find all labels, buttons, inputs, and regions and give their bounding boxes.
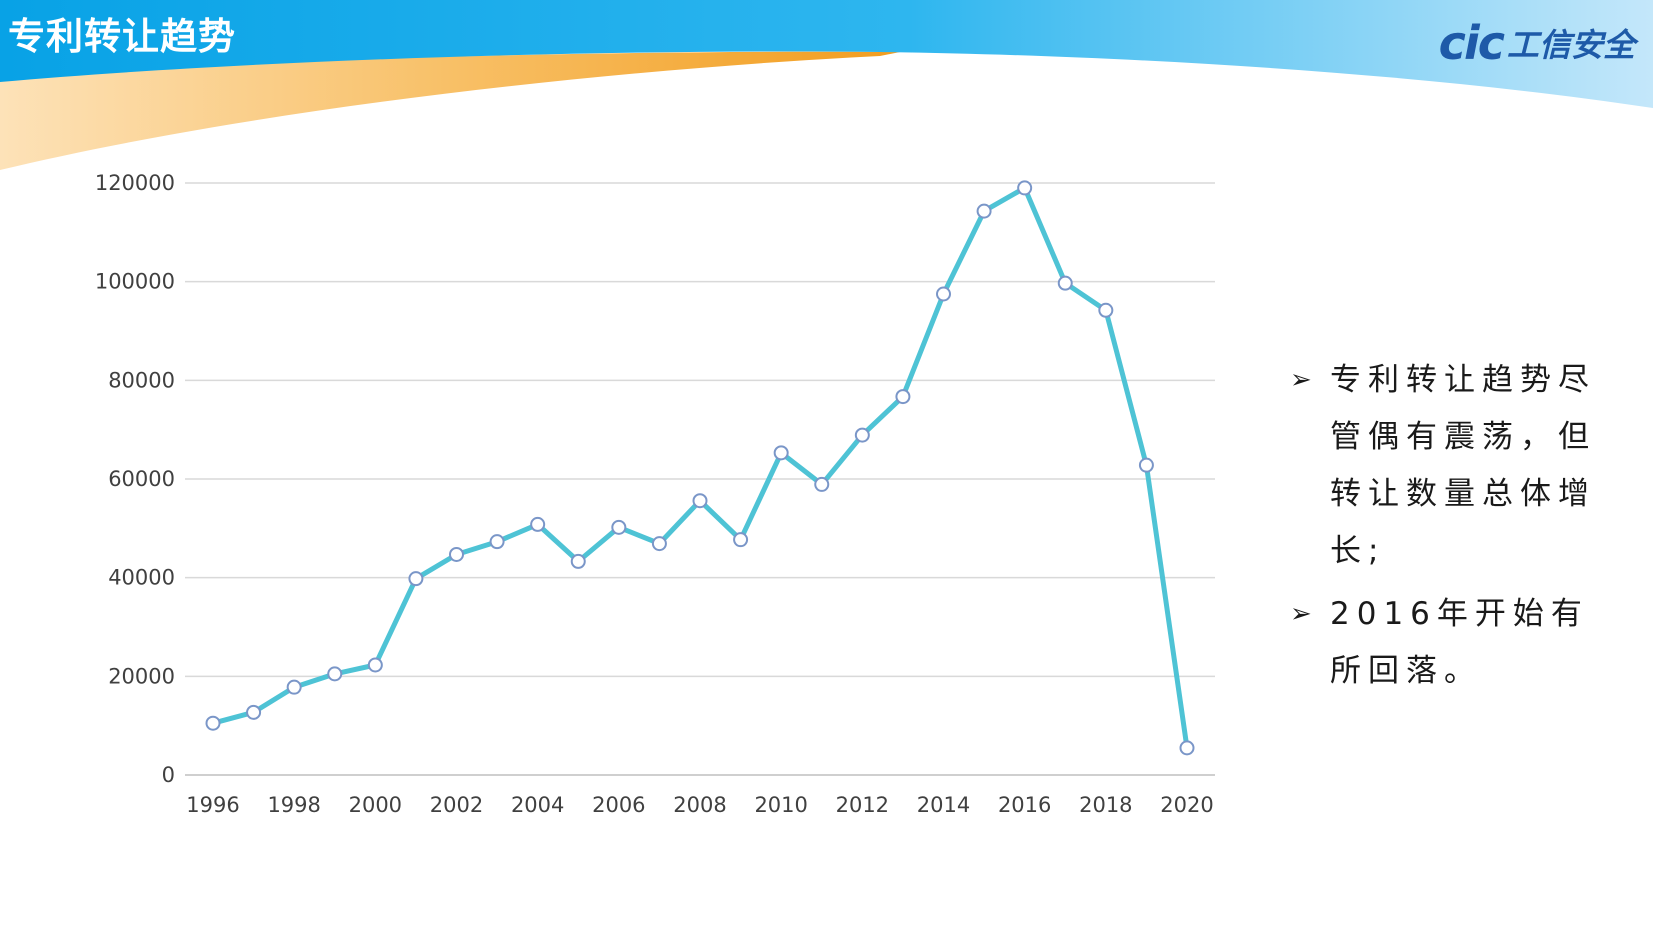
data-point: [692, 493, 708, 509]
data-point: [1098, 302, 1114, 318]
y-axis-tick-labels: 0 20000 40000 60000 80000 100000 120000: [95, 171, 175, 787]
data-point: [530, 516, 546, 532]
bullet-item: ➢ 2016年开始有所回落。: [1290, 586, 1620, 700]
page-title: 专利转让趋势: [8, 15, 236, 58]
x-tick-label: 2004: [511, 793, 564, 817]
y-tick-label: 0: [162, 763, 175, 787]
data-point: [570, 553, 586, 569]
data-point: [286, 679, 302, 695]
x-axis-tick-labels: 1996 1998 2000 2002 2004 2006 2008 2010 2012 2014…: [186, 793, 1213, 817]
summary-bullets: ➢ 专利转让趋势尽管偶有震荡，但转让数量总体增长; ➢ 2016年开始有所回落。: [1290, 352, 1620, 706]
data-point: [205, 715, 221, 731]
arrow-bullet-icon: ➢: [1290, 599, 1312, 629]
arrow-bullet-icon: ➢: [1290, 365, 1312, 395]
grid-lines: [185, 182, 1215, 776]
data-point: [246, 704, 262, 720]
data-point: [367, 657, 383, 673]
data-point: [489, 534, 505, 550]
x-tick-label: 2006: [592, 793, 645, 817]
data-point: [1057, 275, 1073, 291]
x-tick-label: 2016: [998, 793, 1051, 817]
data-point: [895, 389, 911, 405]
series-points: [205, 180, 1195, 756]
y-tick-label: 60000: [108, 467, 175, 491]
series-line-path: [210, 185, 1190, 751]
y-tick-label: 40000: [108, 566, 175, 590]
blue-swoosh: [0, 0, 1653, 108]
bullet-text: 2016年开始有所回落。: [1330, 596, 1589, 689]
series-line: [210, 185, 1190, 751]
y-tick-label: 120000: [95, 171, 175, 195]
y-tick-label: 80000: [108, 368, 175, 392]
bullet-text: 专利转让趋势尽管偶有震荡，但转让数量总体增长;: [1330, 362, 1596, 569]
x-tick-label: 1998: [267, 793, 320, 817]
logo-text: 工信安全: [1506, 26, 1635, 64]
data-point: [773, 445, 789, 461]
bullet-item: ➢ 专利转让趋势尽管偶有震荡，但转让数量总体增长;: [1290, 352, 1620, 580]
x-tick-label: 2010: [754, 793, 807, 817]
orange-swoosh: [0, 51, 900, 170]
data-point: [814, 476, 830, 492]
data-point: [733, 532, 749, 548]
y-tick-label: 100000: [95, 270, 175, 294]
data-point: [976, 203, 992, 219]
data-point: [408, 571, 424, 587]
x-tick-label: 2000: [349, 793, 402, 817]
data-point: [1017, 180, 1033, 196]
x-tick-label: 2014: [917, 793, 970, 817]
x-tick-label: 2018: [1079, 793, 1132, 817]
cic-logo: cic 工信安全: [1439, 20, 1635, 66]
logo-mark: cic: [1438, 16, 1505, 70]
data-point: [611, 519, 627, 535]
data-point: [1138, 457, 1154, 473]
x-tick-label: 2002: [430, 793, 483, 817]
data-point: [651, 536, 667, 552]
data-point: [327, 666, 343, 682]
y-tick-label: 20000: [108, 664, 175, 688]
x-tick-label: 1996: [186, 793, 239, 817]
x-tick-label: 2020: [1160, 793, 1213, 817]
x-tick-label: 2008: [673, 793, 726, 817]
data-point: [1179, 740, 1195, 756]
header-banner: [0, 0, 1653, 170]
data-point: [854, 427, 870, 443]
data-point: [449, 546, 464, 562]
x-tick-label: 2012: [836, 793, 889, 817]
data-point: [936, 286, 951, 302]
